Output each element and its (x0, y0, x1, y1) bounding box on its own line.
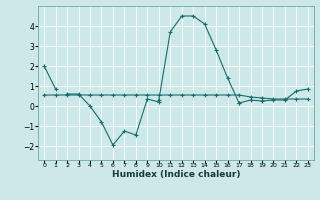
X-axis label: Humidex (Indice chaleur): Humidex (Indice chaleur) (112, 170, 240, 179)
